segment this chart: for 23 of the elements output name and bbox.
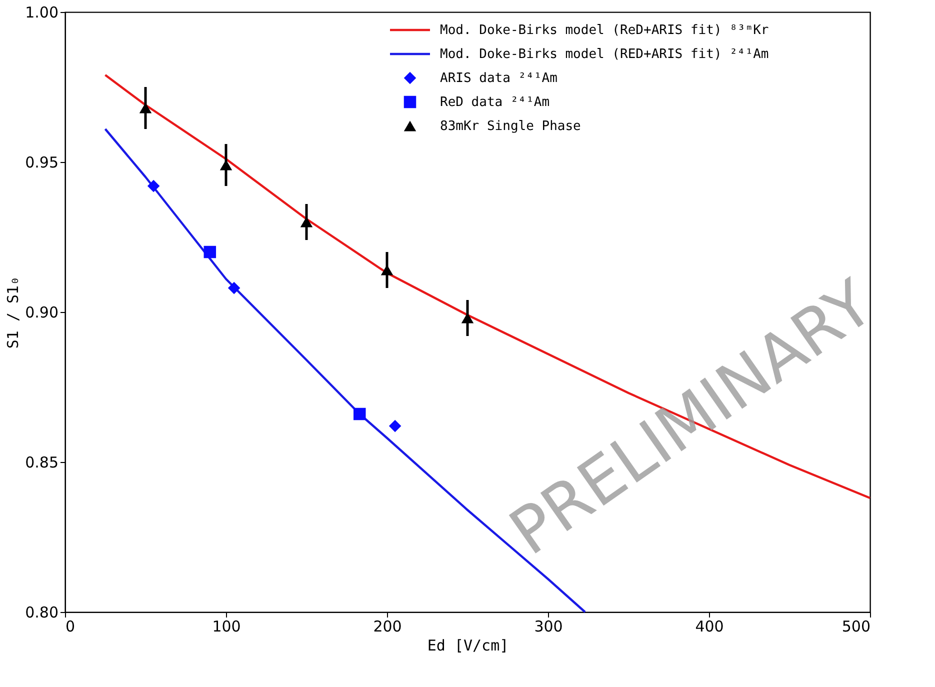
legend-label: 83mKr Single Phase bbox=[440, 119, 582, 134]
x-tick-label: 0 bbox=[66, 618, 76, 636]
y-tick-label: 1.00 bbox=[25, 4, 58, 22]
x-axis-title: Ed [V/cm] bbox=[427, 636, 509, 654]
point bbox=[228, 282, 240, 294]
y-axis-title: S1 / S1₀ bbox=[4, 276, 22, 349]
legend-label: ARIS data ²⁴¹Am bbox=[440, 71, 558, 86]
y-tick-label: 0.90 bbox=[25, 304, 58, 322]
x-tick-label: 400 bbox=[695, 618, 724, 636]
y-tick-label: 0.95 bbox=[25, 154, 58, 172]
y-tick-label: 0.80 bbox=[25, 604, 58, 622]
legend-label: ReD data ²⁴¹Am bbox=[440, 95, 550, 110]
legend-label: Mod. Doke-Birks model (ReD+ARIS fit) ⁸³ᵐKr bbox=[440, 23, 769, 38]
legend-label: Mod. Doke-Birks model (RED+ARIS fit) ²⁴¹Am bbox=[440, 47, 769, 62]
point bbox=[354, 408, 366, 420]
x-tick-label: 300 bbox=[534, 618, 563, 636]
point bbox=[147, 180, 160, 192]
x-tick-label: 200 bbox=[373, 618, 402, 636]
point bbox=[204, 246, 216, 258]
x-tick-label: 500 bbox=[842, 618, 870, 636]
point bbox=[388, 420, 402, 432]
x-tick-label: 100 bbox=[212, 618, 241, 636]
y-tick-label: 0.85 bbox=[25, 454, 58, 472]
